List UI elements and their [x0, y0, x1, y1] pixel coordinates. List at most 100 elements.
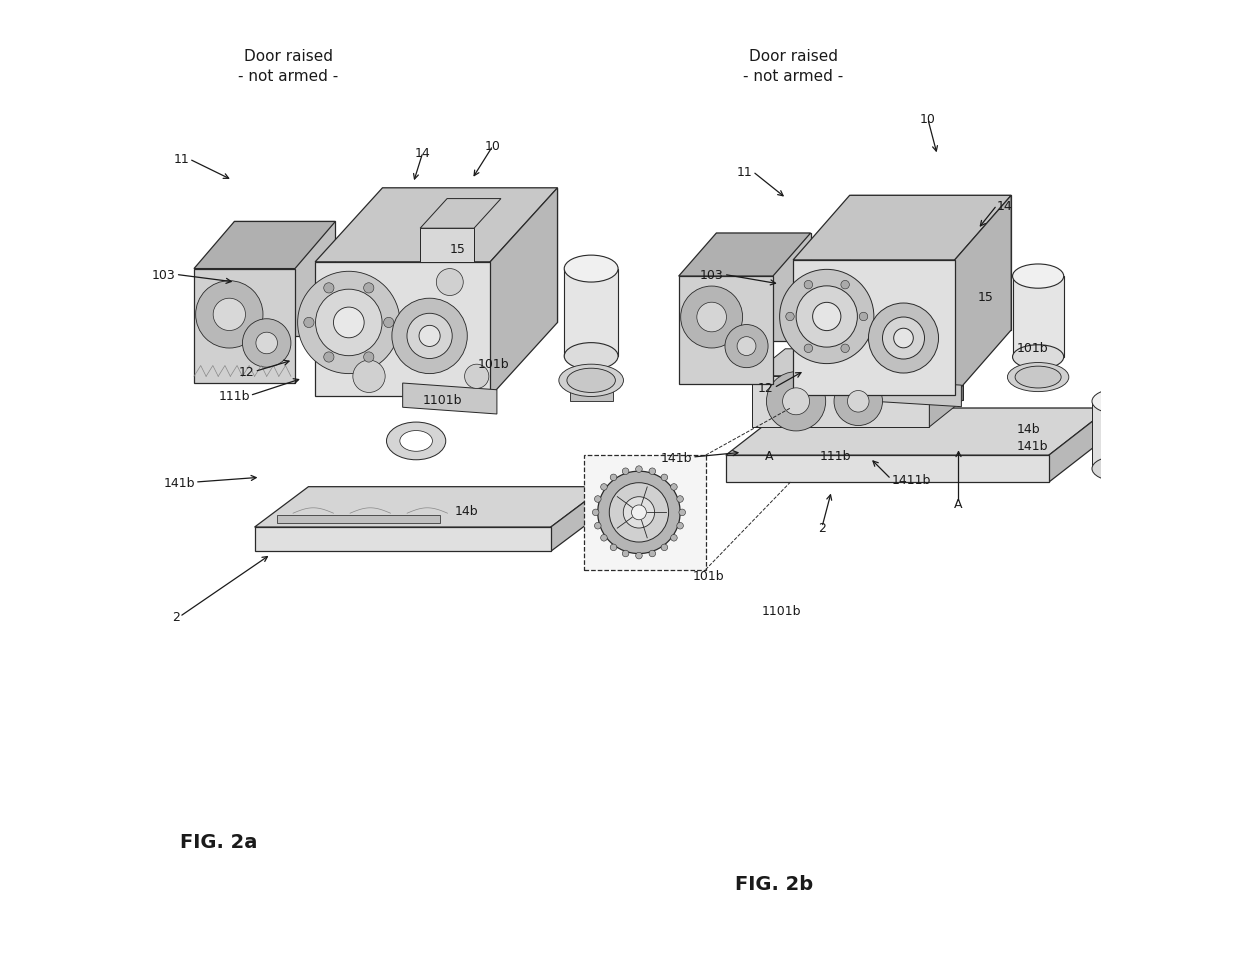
Circle shape	[631, 506, 646, 520]
Circle shape	[363, 284, 374, 294]
Ellipse shape	[1013, 265, 1064, 289]
Circle shape	[804, 281, 812, 290]
Circle shape	[363, 353, 374, 362]
Circle shape	[636, 466, 642, 473]
Circle shape	[737, 337, 756, 357]
Polygon shape	[254, 527, 551, 551]
Text: 1101b: 1101b	[761, 605, 801, 618]
Circle shape	[649, 550, 656, 557]
Polygon shape	[874, 381, 961, 407]
Text: 141b: 141b	[661, 452, 692, 464]
Circle shape	[766, 372, 826, 431]
Polygon shape	[725, 455, 1049, 483]
Polygon shape	[794, 261, 955, 395]
Circle shape	[796, 287, 857, 348]
Circle shape	[677, 496, 683, 503]
Circle shape	[610, 475, 616, 482]
Polygon shape	[551, 487, 605, 551]
Bar	[584, 455, 706, 570]
Circle shape	[243, 320, 291, 368]
Ellipse shape	[399, 431, 433, 452]
Text: 14b: 14b	[1017, 422, 1040, 435]
Polygon shape	[1049, 409, 1110, 483]
Ellipse shape	[1092, 457, 1141, 482]
Ellipse shape	[559, 364, 624, 397]
Circle shape	[407, 314, 453, 359]
Circle shape	[392, 298, 467, 374]
Ellipse shape	[567, 369, 615, 393]
Circle shape	[324, 284, 334, 294]
Ellipse shape	[564, 343, 618, 370]
Text: 10: 10	[485, 140, 501, 153]
Circle shape	[298, 272, 401, 374]
Circle shape	[697, 303, 727, 332]
Polygon shape	[420, 200, 501, 229]
Circle shape	[847, 391, 869, 413]
Polygon shape	[1013, 277, 1064, 358]
Polygon shape	[678, 234, 811, 277]
Polygon shape	[277, 516, 440, 523]
Circle shape	[594, 496, 601, 503]
Polygon shape	[234, 222, 335, 336]
Text: 2: 2	[171, 610, 180, 624]
Polygon shape	[193, 222, 335, 269]
Polygon shape	[785, 350, 963, 400]
Polygon shape	[929, 350, 963, 427]
Circle shape	[600, 484, 608, 490]
Circle shape	[804, 345, 812, 353]
Ellipse shape	[564, 256, 618, 283]
Circle shape	[835, 378, 883, 426]
Polygon shape	[382, 189, 558, 323]
Circle shape	[594, 523, 601, 529]
Polygon shape	[309, 487, 605, 512]
Text: 141b: 141b	[164, 476, 195, 489]
Circle shape	[465, 364, 489, 389]
Circle shape	[680, 510, 686, 516]
Circle shape	[196, 281, 263, 349]
Text: 14: 14	[997, 200, 1013, 212]
Circle shape	[649, 468, 656, 475]
Polygon shape	[725, 409, 1110, 455]
Circle shape	[859, 313, 868, 322]
Circle shape	[624, 497, 655, 528]
Polygon shape	[717, 234, 811, 341]
Polygon shape	[564, 269, 618, 357]
Circle shape	[812, 303, 841, 331]
Circle shape	[780, 270, 874, 364]
Circle shape	[841, 281, 849, 290]
Polygon shape	[403, 384, 497, 415]
Circle shape	[661, 545, 667, 551]
Text: Door raised
- not armed -: Door raised - not armed -	[743, 49, 843, 84]
Polygon shape	[490, 189, 558, 397]
Ellipse shape	[1016, 367, 1061, 389]
Text: FIG. 2a: FIG. 2a	[180, 832, 257, 852]
Circle shape	[419, 326, 440, 347]
Circle shape	[725, 326, 768, 368]
Ellipse shape	[1013, 345, 1064, 369]
Text: 101b: 101b	[692, 569, 724, 582]
Polygon shape	[420, 229, 474, 263]
Polygon shape	[1092, 402, 1141, 469]
Text: Door raised
- not armed -: Door raised - not armed -	[238, 49, 339, 84]
Text: FIG. 2b: FIG. 2b	[735, 874, 813, 892]
Circle shape	[671, 484, 677, 490]
Polygon shape	[569, 388, 613, 401]
Polygon shape	[678, 277, 773, 385]
Circle shape	[622, 550, 629, 557]
Text: A: A	[955, 497, 962, 511]
Polygon shape	[786, 409, 1110, 435]
Text: 12: 12	[758, 382, 774, 395]
Ellipse shape	[1007, 363, 1069, 392]
Circle shape	[600, 535, 608, 542]
Text: 15: 15	[450, 242, 466, 256]
Text: A: A	[765, 450, 774, 462]
Polygon shape	[849, 196, 1011, 330]
Circle shape	[677, 523, 683, 529]
Circle shape	[304, 318, 314, 328]
Circle shape	[883, 318, 925, 359]
Text: 1411b: 1411b	[892, 473, 930, 486]
Ellipse shape	[387, 422, 445, 460]
Text: 111b: 111b	[218, 390, 249, 402]
Text: 1101b: 1101b	[423, 393, 463, 406]
Text: 14: 14	[415, 146, 430, 160]
